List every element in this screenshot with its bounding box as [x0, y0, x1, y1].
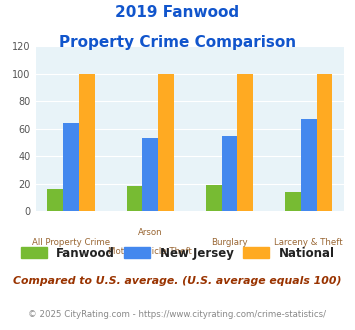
Text: Motor Vehicle Theft: Motor Vehicle Theft [108, 248, 192, 256]
Text: Compared to U.S. average. (U.S. average equals 100): Compared to U.S. average. (U.S. average … [13, 276, 342, 285]
Bar [206, 185, 222, 211]
Bar [317, 74, 333, 211]
Bar [237, 74, 253, 211]
Text: Property Crime Comparison: Property Crime Comparison [59, 35, 296, 50]
Text: © 2025 CityRating.com - https://www.cityrating.com/crime-statistics/: © 2025 CityRating.com - https://www.city… [28, 310, 327, 319]
Text: Burglary: Burglary [211, 238, 248, 247]
Bar [47, 189, 63, 211]
Bar [301, 119, 317, 211]
Bar [79, 74, 95, 211]
Bar [127, 186, 142, 211]
Bar [222, 136, 237, 211]
Text: 2019 Fanwood: 2019 Fanwood [115, 5, 240, 20]
Text: All Property Crime: All Property Crime [32, 238, 110, 247]
Bar [63, 123, 79, 211]
Bar [158, 74, 174, 211]
Legend: Fanwood, New Jersey, National: Fanwood, New Jersey, National [16, 242, 339, 264]
Bar [285, 192, 301, 211]
Text: Arson: Arson [138, 228, 163, 237]
Text: Larceny & Theft: Larceny & Theft [274, 238, 343, 247]
Bar [142, 138, 158, 211]
